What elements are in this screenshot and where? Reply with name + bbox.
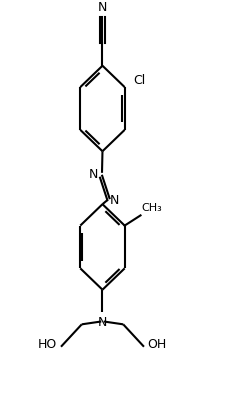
Text: Cl: Cl [133,74,145,87]
Text: N: N [98,0,107,14]
Text: HO: HO [38,338,57,351]
Text: OH: OH [148,338,167,351]
Text: N: N [110,194,119,206]
Text: N: N [98,316,107,329]
Text: CH₃: CH₃ [142,203,163,213]
Text: N: N [89,168,98,181]
